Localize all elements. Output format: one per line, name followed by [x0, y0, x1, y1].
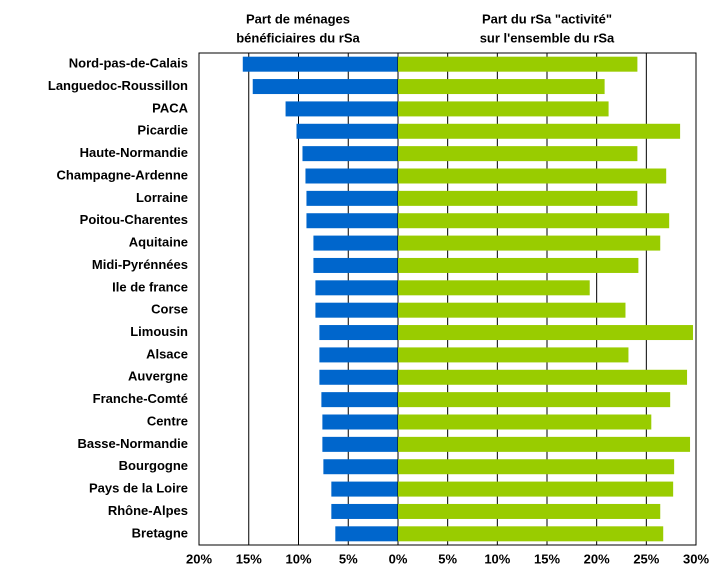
bar	[398, 392, 671, 408]
category-label: Ile de france	[112, 279, 188, 294]
bar	[315, 280, 398, 296]
bar	[285, 101, 398, 117]
category-label: Languedoc-Roussillon	[48, 78, 188, 93]
bar	[319, 369, 398, 385]
category-label: Franche-Comté	[93, 391, 188, 406]
category-label: Basse-Normandie	[77, 436, 188, 451]
bar	[322, 436, 398, 452]
bar	[398, 168, 667, 184]
category-label: Haute-Normandie	[80, 145, 188, 160]
bar	[398, 79, 605, 95]
x-tick-label: 20%	[584, 551, 610, 566]
left-title: bénéficiaires du rSa	[236, 30, 360, 45]
bar	[305, 168, 398, 184]
bar	[398, 235, 661, 251]
right-title: Part du rSa "activité"	[482, 11, 612, 26]
bar	[398, 481, 674, 497]
bar	[398, 325, 694, 341]
bar	[398, 101, 609, 117]
bar	[319, 325, 398, 341]
bar	[398, 414, 652, 430]
category-label: Rhône-Alpes	[108, 503, 188, 518]
right-title: sur l'ensemble du rSa	[480, 30, 615, 45]
category-label: PACA	[152, 100, 188, 115]
bar	[252, 79, 398, 95]
bar	[319, 347, 398, 363]
category-label: Centre	[147, 413, 188, 428]
x-tick-label: 30%	[683, 551, 709, 566]
bar	[322, 414, 398, 430]
bar	[335, 526, 398, 542]
x-tick-label: 25%	[633, 551, 659, 566]
bar	[306, 190, 398, 206]
left-title: Part de ménages	[246, 11, 350, 26]
category-label: Aquitaine	[129, 235, 188, 250]
bar	[306, 213, 398, 229]
category-label: Poitou-Charentes	[80, 212, 188, 227]
bar	[323, 459, 398, 475]
x-tick-label: 15%	[534, 551, 560, 566]
bar	[331, 503, 398, 519]
bar	[398, 436, 691, 452]
bar	[398, 56, 638, 72]
category-label: Auvergne	[128, 369, 188, 384]
category-label: Picardie	[137, 123, 188, 138]
bar	[315, 302, 398, 318]
category-label: Bourgogne	[119, 458, 188, 473]
bar	[398, 213, 670, 229]
bar	[302, 146, 398, 162]
bar	[313, 257, 398, 273]
x-tick-label: 0%	[389, 551, 408, 566]
bar	[331, 481, 398, 497]
bar	[398, 526, 664, 542]
bar	[398, 347, 629, 363]
bar	[398, 146, 638, 162]
bar	[398, 123, 681, 139]
bar	[296, 123, 398, 139]
bar	[321, 392, 398, 408]
category-label: Alsace	[146, 346, 188, 361]
bar	[242, 56, 398, 72]
bar	[398, 459, 675, 475]
x-tick-label: 5%	[438, 551, 457, 566]
category-label: Midi-Pyrénnées	[92, 257, 188, 272]
category-label: Corse	[151, 302, 188, 317]
bar	[398, 280, 590, 296]
x-tick-label: 5%	[339, 551, 358, 566]
category-label: Bretagne	[132, 525, 188, 540]
bar	[398, 190, 638, 206]
x-tick-label: 20%	[186, 551, 212, 566]
bar	[313, 235, 398, 251]
x-tick-label: 10%	[484, 551, 510, 566]
category-label: Pays de la Loire	[89, 481, 188, 496]
bar	[398, 503, 661, 519]
category-label: Nord-pas-de-Calais	[69, 56, 188, 71]
category-label: Lorraine	[136, 190, 188, 205]
bar	[398, 369, 688, 385]
category-label: Champagne-Ardenne	[57, 167, 188, 182]
x-tick-label: 15%	[236, 551, 262, 566]
x-tick-label: 10%	[285, 551, 311, 566]
bar	[398, 257, 639, 273]
bar	[398, 302, 626, 318]
category-label: Limousin	[130, 324, 188, 339]
